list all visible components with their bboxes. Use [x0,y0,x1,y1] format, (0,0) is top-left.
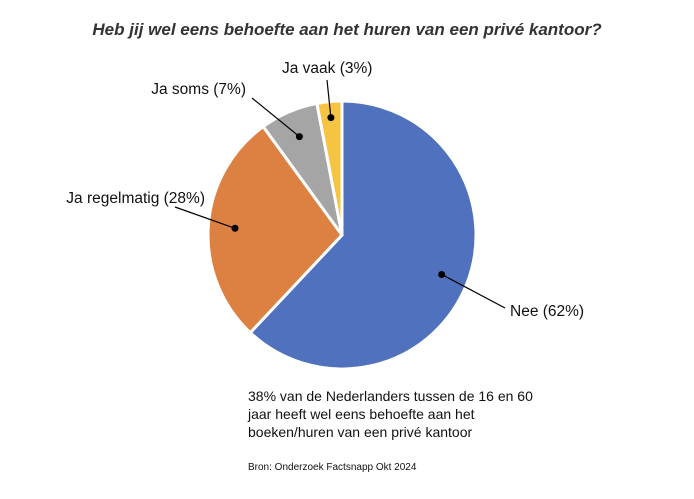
leader-dot-4 [327,114,335,122]
leader-dot-2 [231,224,239,232]
slice-label-1: Nee (62%) [510,303,584,320]
leader-line-1 [441,273,506,309]
slice-label-3: Ja soms (7%) [151,81,246,98]
leader-line-3 [251,97,300,138]
slice-label-4: Ja vaak (3%) [282,60,372,77]
source-note: Bron: Onderzoek Factsnapp Okt 2024 [248,462,417,473]
leader-dot-1 [438,270,446,278]
leader-line-4 [326,79,332,118]
leader-lines [174,79,506,309]
pie-slice-1 [248,99,478,371]
leader-dot-3 [295,133,303,141]
pie-slices [206,99,478,371]
pie-slice-2 [206,124,344,335]
slice-labels: Nee (62%) Ja regelmatig (28%) Ja soms (7%)… [66,60,584,320]
leader-line-2 [174,206,236,229]
slice-label-2: Ja regelmatig (28%) [66,190,205,207]
summary-note: 38% van de Nederlanders tussen de 16 en … [248,388,533,440]
chart-title: Heb jij wel eens behoefte aan het huren … [92,20,602,39]
